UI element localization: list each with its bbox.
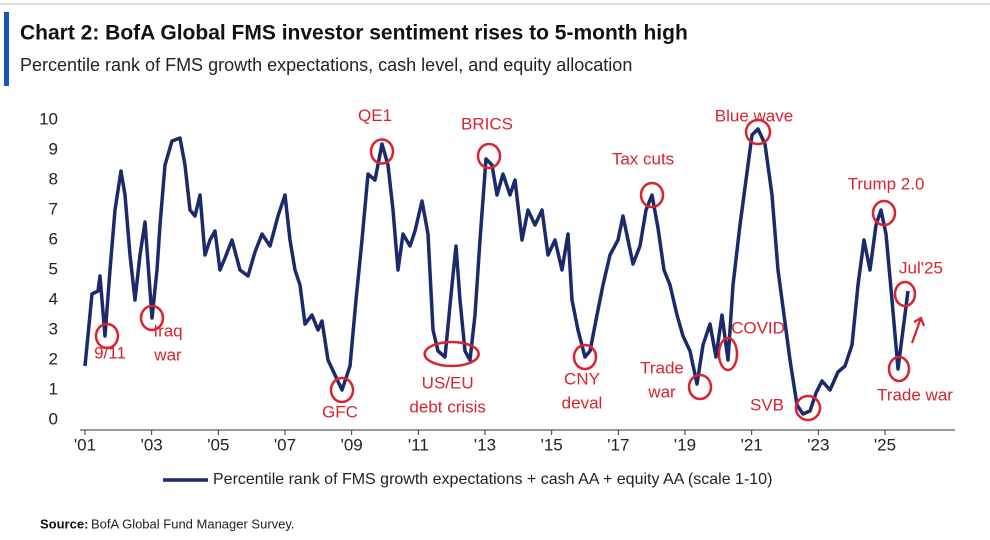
y-tick-label: 4 — [49, 289, 58, 308]
y-tick-label: 5 — [49, 259, 58, 278]
x-tick-label: '03 — [141, 435, 163, 454]
annotation-label: GFC — [322, 402, 358, 421]
annotation-circle — [139, 304, 165, 332]
arrow — [910, 316, 926, 344]
annotation-label: US/EU — [422, 373, 474, 392]
annotation-label: Iraq — [153, 321, 182, 340]
title-bar — [4, 12, 9, 86]
x-tick-label: '19 — [674, 435, 696, 454]
x-tick-label: '01 — [74, 435, 96, 454]
annotation-label: Jul'25 — [899, 258, 943, 277]
annotation-label: SVB — [750, 395, 784, 414]
annotation-circle — [687, 373, 713, 401]
annotation-label: debt crisis — [409, 397, 486, 416]
x-tick-label: '07 — [274, 435, 296, 454]
chart-subtitle: Percentile rank of FMS growth expectatio… — [20, 55, 632, 75]
annotation-label: CNY — [564, 369, 600, 388]
annotation-label: 9/11 — [94, 343, 126, 362]
y-tick-label: 10 — [39, 109, 58, 128]
annotation-circle — [893, 280, 917, 308]
annotation-label: BRICS — [461, 114, 513, 133]
y-tick-label: 9 — [49, 139, 58, 158]
x-tick-label: '17 — [607, 435, 629, 454]
annotation-circle — [717, 336, 739, 372]
y-tick-label: 7 — [49, 199, 58, 218]
annotation-label: QE1 — [358, 106, 392, 125]
series-line — [83, 127, 910, 416]
y-tick-label: 3 — [49, 319, 58, 338]
y-tick-label: 6 — [49, 229, 58, 248]
y-tick-label: 8 — [49, 169, 58, 188]
annotation-circle — [94, 322, 120, 350]
x-tick-label: '21 — [741, 435, 763, 454]
y-tick-label: 2 — [49, 349, 58, 368]
x-tick-label: '05 — [207, 435, 229, 454]
legend-label: Percentile rank of FMS growth expectatio… — [213, 471, 772, 488]
annotation-label: Trump 2.0 — [848, 174, 925, 193]
annotation-label: Trade war — [877, 385, 953, 404]
annotation-circle — [329, 376, 355, 404]
annotation-label: war — [153, 345, 182, 364]
annotation-circle — [639, 181, 665, 209]
x-tick-label: '25 — [874, 435, 896, 454]
x-tick-label: '11 — [408, 435, 429, 454]
annotation-label: COVID — [731, 318, 785, 337]
annotation-circle — [476, 142, 502, 170]
chart-title: Chart 2: BofA Global FMS investor sentim… — [20, 22, 688, 45]
annotation-label: war — [647, 382, 676, 401]
annotation-circle — [369, 138, 395, 165]
annotation-circle — [423, 340, 480, 368]
annotation-label: Blue wave — [715, 106, 793, 125]
annotation-label: Tax cuts — [612, 149, 674, 168]
annotation-circle — [871, 199, 897, 227]
annotation-circle — [572, 343, 598, 371]
x-tick-label: '13 — [474, 435, 496, 454]
source-text: BofA Global Fund Manager Survey. — [91, 516, 295, 531]
annotation-circle — [744, 118, 772, 146]
annotation-circle — [887, 355, 911, 383]
x-tick-label: '09 — [341, 435, 363, 454]
annotation-circle — [794, 394, 822, 422]
annotation-label: deval — [562, 393, 603, 412]
x-tick-label: '15 — [541, 435, 563, 454]
annotation-label: Trade — [640, 358, 684, 377]
y-tick-label: 1 — [49, 379, 58, 398]
x-tick-label: '23 — [807, 435, 829, 454]
y-tick-label: 0 — [49, 409, 58, 428]
source-label: Source: — [40, 516, 88, 531]
